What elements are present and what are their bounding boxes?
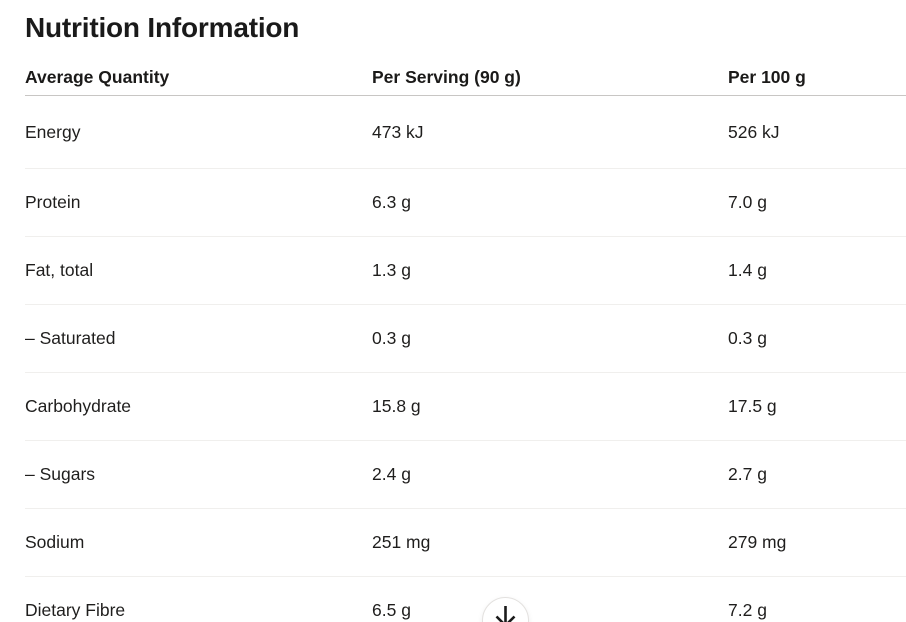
- per-serving-value: 6.3 g: [372, 192, 411, 212]
- per-serving-value: 0.3 g: [372, 328, 411, 348]
- table-row: Protein 6.3 g 7.0 g: [25, 169, 906, 237]
- nutrient-label: Sodium: [25, 532, 85, 552]
- nutrient-label: Dietary Fibre: [25, 600, 126, 620]
- table-row: – Sugars 2.4 g 2.7 g: [25, 441, 906, 509]
- table-row: Dietary Fibre 6.5 g 7.2 g: [25, 577, 906, 622]
- column-header-average-quantity: Average Quantity: [25, 67, 170, 87]
- page-title: Nutrition Information: [25, 12, 300, 43]
- nutrient-label: Fat, total: [25, 260, 94, 280]
- nutrition-table: Energy 473 kJ 526 kJ Protein 6.3 g 7.0 g…: [25, 96, 906, 622]
- table-row: Energy 473 kJ 526 kJ: [25, 96, 906, 169]
- per-serving-value: 251 mg: [372, 532, 431, 552]
- nutrient-label: – Saturated: [25, 328, 116, 348]
- arrow-down-icon: [495, 606, 516, 622]
- per-serving-value: 15.8 g: [372, 396, 421, 416]
- nutrient-label: Energy: [25, 121, 81, 142]
- nutrient-label: – Sugars: [25, 464, 96, 484]
- table-row: Fat, total 1.3 g 1.4 g: [25, 237, 906, 305]
- per-serving-value: 2.4 g: [372, 464, 411, 484]
- nutrient-label: Carbohydrate: [25, 396, 132, 416]
- table-row: Sodium 251 mg 279 mg: [25, 509, 906, 577]
- per-100g-value: 1.4 g: [728, 260, 767, 280]
- table-row: – Saturated 0.3 g 0.3 g: [25, 305, 906, 373]
- per-serving-value: 473 kJ: [372, 121, 424, 142]
- table-header: Average Quantity Per Serving (90 g) Per …: [25, 66, 906, 96]
- per-100g-value: 526 kJ: [728, 121, 780, 142]
- per-100g-value: 7.0 g: [728, 192, 767, 212]
- per-100g-value: 7.2 g: [728, 600, 767, 620]
- per-serving-value: 1.3 g: [372, 260, 411, 280]
- per-100g-value: 17.5 g: [728, 396, 777, 416]
- per-100g-value: 0.3 g: [728, 328, 767, 348]
- column-header-per-100g: Per 100 g: [728, 67, 806, 87]
- column-header-per-serving: Per Serving (90 g): [372, 67, 521, 87]
- per-100g-value: 2.7 g: [728, 464, 767, 484]
- per-100g-value: 279 mg: [728, 532, 787, 552]
- nutrient-label: Protein: [25, 192, 81, 212]
- per-serving-value: 6.5 g: [372, 600, 411, 620]
- table-row: Carbohydrate 15.8 g 17.5 g: [25, 373, 906, 441]
- scroll-down-button[interactable]: [482, 597, 529, 622]
